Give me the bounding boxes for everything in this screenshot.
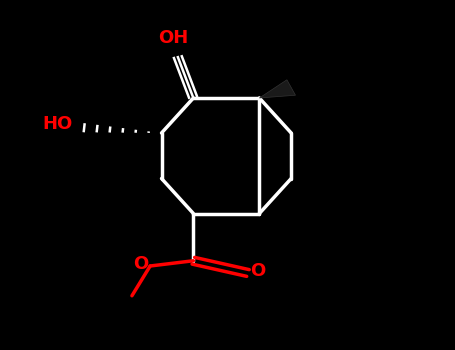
Text: HO: HO — [43, 115, 73, 133]
Polygon shape — [259, 80, 295, 98]
Text: OH: OH — [158, 29, 188, 47]
Text: O: O — [132, 255, 148, 273]
Text: O: O — [250, 262, 266, 280]
